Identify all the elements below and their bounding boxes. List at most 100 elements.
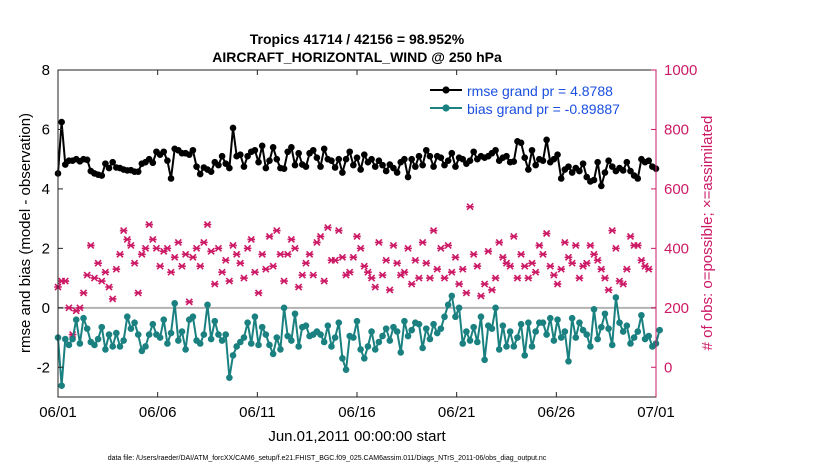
- bias-point: [331, 334, 339, 341]
- obs-count-cross: [334, 226, 343, 235]
- bias-point: [58, 382, 65, 390]
- obs-count-point: [316, 232, 325, 241]
- obs-count-cross: [557, 265, 565, 273]
- obs-count-point: [298, 271, 307, 279]
- obs-count-point: [415, 274, 423, 282]
- bias-point: [277, 346, 284, 353]
- obs-count-point: [608, 226, 617, 235]
- obs-count-point: [272, 226, 281, 235]
- bias-point: [605, 325, 612, 332]
- obs-count-point: [389, 241, 398, 249]
- obs-count-point: [593, 256, 602, 264]
- obs-count-point: [411, 256, 420, 264]
- bias-point: [554, 316, 561, 324]
- obs-count-point: [196, 262, 205, 270]
- obs-count-cross: [309, 271, 318, 279]
- legend: rmse grand pr = 4.8788 bias grand pr = -…: [430, 83, 620, 117]
- rmse-point: [331, 164, 339, 171]
- bias-point: [207, 335, 215, 343]
- obs-count-cross: [200, 238, 208, 246]
- obs-count-point: [116, 250, 124, 258]
- bias-point: [102, 346, 109, 353]
- rmse-point: [444, 157, 452, 164]
- obs-count-point: [313, 238, 321, 246]
- bias-point: [510, 343, 518, 350]
- rmse-point: [237, 151, 244, 159]
- bias-point: [521, 352, 529, 359]
- rmse-point: [448, 149, 456, 157]
- bias-point: [178, 328, 186, 335]
- obs-count-point: [269, 262, 277, 270]
- bias-point: [215, 331, 222, 338]
- obs-count-point: [258, 250, 266, 258]
- rmse-point: [452, 163, 459, 170]
- obs-count-cross: [247, 235, 256, 244]
- obs-count-point: [360, 262, 369, 270]
- bias-point: [273, 334, 281, 341]
- x-axis-label: Jun.01,2011 00:00:00 start: [268, 428, 446, 445]
- obs-count-cross: [455, 280, 463, 288]
- rmse-point: [605, 157, 612, 164]
- obs-count-point: [644, 265, 653, 273]
- bias-point: [371, 346, 379, 353]
- bias-point: [616, 319, 623, 326]
- right-y-axis-label: # of obs: o=possible; ×=assimilated: [699, 116, 716, 351]
- obs-count-point: [535, 241, 544, 249]
- bias-point: [408, 326, 415, 334]
- rmse-point: [269, 143, 277, 151]
- obs-count-cross: [422, 259, 431, 267]
- obs-count-point: [265, 232, 274, 241]
- obs-count-cross: [258, 250, 266, 258]
- obs-count-point: [353, 232, 361, 241]
- obs-count-cross: [254, 289, 263, 297]
- bias-point: [160, 316, 168, 324]
- bias-point: [145, 331, 153, 338]
- obs-count-point: [557, 265, 565, 273]
- rmse-point: [375, 157, 383, 164]
- bias-point: [422, 325, 430, 332]
- obs-count-cross: [320, 277, 328, 285]
- obs-count-cross: [94, 259, 102, 267]
- obs-count-point: [601, 274, 609, 282]
- obs-count-cross: [404, 244, 412, 252]
- obs-count-point: [334, 226, 343, 235]
- rmse-point: [266, 157, 273, 164]
- obs-count-cross: [415, 274, 423, 282]
- rmse-point: [240, 163, 248, 170]
- obs-count-cross: [192, 244, 201, 252]
- rmse-point: [229, 124, 237, 132]
- obs-count-cross: [221, 256, 230, 264]
- bias-point: [638, 311, 645, 319]
- obs-count-point: [509, 232, 518, 241]
- legend-bias-label: bias grand pr = -0.89887: [467, 101, 620, 117]
- obs-count-point: [466, 203, 474, 211]
- obs-count-cross: [229, 241, 237, 249]
- bias-point: [280, 304, 288, 312]
- bias-point: [142, 343, 149, 350]
- rmse-series: [54, 118, 660, 190]
- obs-count-point: [152, 244, 161, 252]
- obs-count-cross: [181, 250, 190, 258]
- obs-count-cross: [105, 283, 113, 291]
- bias-point: [572, 334, 580, 341]
- bias-point: [320, 338, 328, 346]
- legend-rmse-label: rmse grand pr = 4.8788: [467, 83, 613, 99]
- rmse-point: [517, 139, 525, 147]
- obs-count-point: [480, 280, 489, 288]
- obs-count-point: [604, 286, 613, 294]
- bias-point: [269, 350, 277, 358]
- bias-point: [196, 340, 204, 347]
- bias-point: [171, 300, 178, 307]
- obs-count-cross: [349, 253, 358, 261]
- obs-count-point: [528, 259, 536, 267]
- rmse-point: [193, 163, 200, 170]
- obs-count-cross: [477, 292, 485, 300]
- obs-count-point: [170, 253, 179, 261]
- obs-count-point: [221, 256, 230, 264]
- obs-count-cross: [316, 232, 325, 241]
- rmse-point: [590, 176, 598, 184]
- bias-point: [167, 329, 175, 337]
- obs-count-point: [393, 259, 401, 267]
- bias-point: [587, 343, 594, 350]
